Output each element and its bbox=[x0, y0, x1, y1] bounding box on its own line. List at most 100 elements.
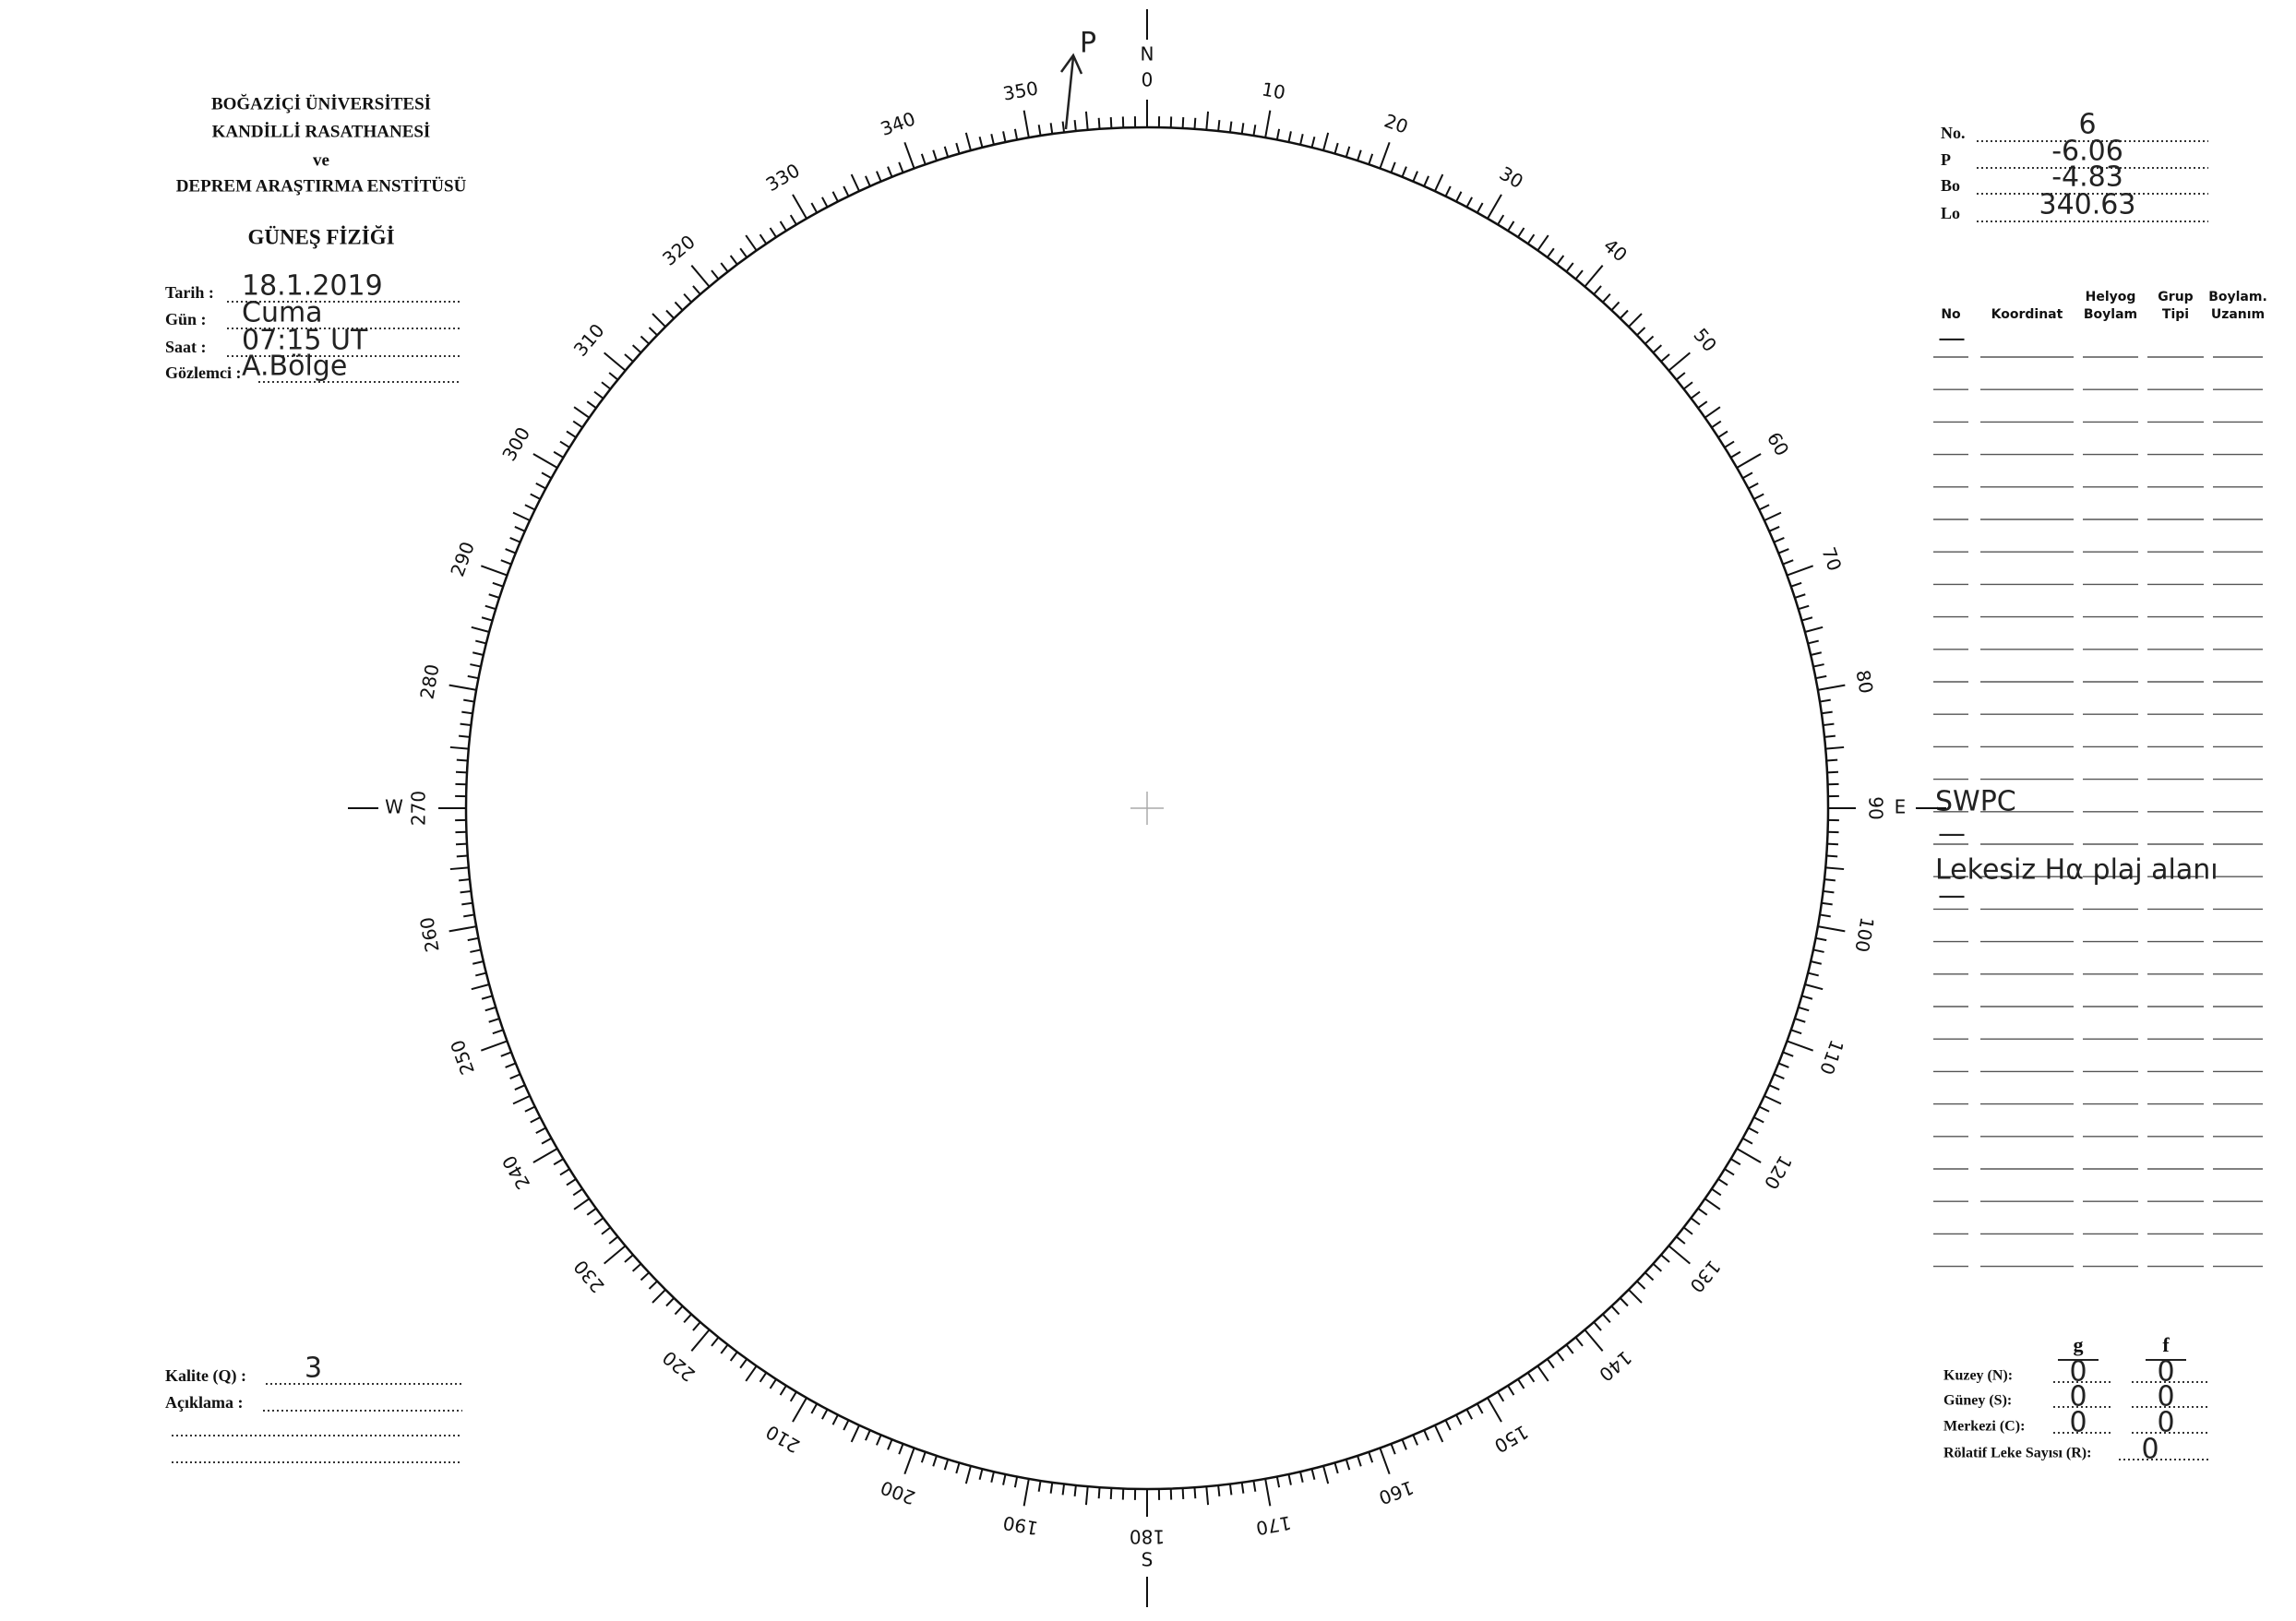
handwritten-note: — bbox=[1938, 880, 1966, 912]
degree-tick bbox=[524, 504, 536, 511]
field-value: A.Bölge bbox=[242, 351, 347, 383]
param-value: 340.63 bbox=[2039, 189, 2136, 221]
degree-tick bbox=[1628, 313, 1643, 328]
degree-tick bbox=[1181, 116, 1185, 129]
param-value: 6 bbox=[2078, 109, 2096, 141]
degree-tick bbox=[1826, 842, 1839, 846]
degree-tick bbox=[1310, 1468, 1316, 1480]
degree-tick bbox=[480, 1040, 508, 1052]
param-label: P bbox=[1941, 150, 1951, 169]
param-value: -4.83 bbox=[2051, 161, 2123, 194]
degree-tick bbox=[1826, 770, 1839, 774]
degree-tick bbox=[461, 710, 473, 715]
degree-tick bbox=[1730, 450, 1741, 459]
degree-tick bbox=[488, 593, 500, 599]
degree-tick bbox=[1379, 141, 1391, 169]
degree-tick bbox=[1401, 1438, 1407, 1450]
degree-tick bbox=[1322, 1465, 1330, 1484]
institution-line: DEPREM ARAŞTIRMA ENSTİTÜSÜ bbox=[176, 176, 467, 196]
degree-tick bbox=[566, 430, 577, 438]
degree-tick bbox=[711, 1336, 720, 1347]
quality-label: Kalite (Q) : bbox=[165, 1366, 246, 1386]
degree-tick bbox=[601, 381, 612, 390]
degree-tick bbox=[1240, 123, 1245, 135]
cardinal-label: W bbox=[385, 796, 403, 818]
degree-tick bbox=[769, 227, 777, 238]
degree-tick bbox=[1619, 309, 1629, 319]
degree-tick bbox=[1675, 372, 1686, 381]
degree-tick bbox=[1584, 1329, 1604, 1352]
degree-tick bbox=[1660, 353, 1670, 363]
degree-tick bbox=[481, 616, 493, 622]
cardinal-label: E bbox=[1895, 796, 1907, 818]
degree-label: 90 bbox=[1865, 796, 1887, 819]
degree-tick bbox=[1697, 400, 1708, 410]
degree-tick bbox=[1826, 758, 1838, 762]
param-label: Lo bbox=[1941, 204, 1960, 222]
degree-tick bbox=[1782, 559, 1794, 566]
degree-tick bbox=[535, 483, 546, 490]
field-label: Gün : bbox=[165, 310, 207, 328]
institution-line: BOĞAZİÇİ ÜNİVERSİTESİ bbox=[211, 93, 431, 113]
degree-tick bbox=[1022, 110, 1030, 138]
degree-tick bbox=[1287, 1473, 1292, 1485]
degree-tick bbox=[514, 1084, 526, 1091]
degree-tick bbox=[1455, 1414, 1463, 1425]
degree-tick bbox=[640, 1271, 650, 1281]
degree-tick bbox=[1433, 1424, 1444, 1443]
degree-tick bbox=[1819, 913, 1831, 918]
degree-tick bbox=[541, 1137, 553, 1145]
column-header: Koordinat bbox=[1991, 307, 2063, 322]
degree-tick bbox=[593, 1217, 604, 1226]
degree-tick bbox=[1593, 1321, 1602, 1331]
degree-tick bbox=[1322, 132, 1330, 151]
count-value: 0 bbox=[2157, 1381, 2174, 1413]
degree-tick bbox=[586, 1207, 597, 1216]
degree-tick bbox=[455, 842, 468, 846]
degree-tick bbox=[1073, 120, 1077, 132]
degree-tick bbox=[1476, 1402, 1484, 1414]
degree-tick bbox=[1109, 1487, 1113, 1500]
degree-tick bbox=[1228, 121, 1233, 133]
degree-tick bbox=[665, 309, 676, 319]
degree-tick bbox=[1593, 285, 1602, 295]
degree-tick bbox=[1275, 128, 1281, 140]
degree-tick bbox=[1264, 110, 1272, 138]
degree-tick bbox=[1574, 1336, 1584, 1347]
degree-tick bbox=[1824, 878, 1836, 882]
degree-tick bbox=[690, 1329, 711, 1352]
count-value: 0 bbox=[2157, 1356, 2174, 1389]
degree-tick bbox=[1717, 430, 1728, 438]
degree-tick bbox=[792, 1397, 807, 1423]
degree-tick bbox=[729, 255, 738, 266]
degree-tick bbox=[920, 153, 927, 165]
degree-tick bbox=[553, 450, 564, 459]
degree-tick bbox=[604, 1245, 627, 1265]
degree-tick bbox=[1299, 1471, 1304, 1484]
degree-tick bbox=[779, 1385, 787, 1396]
form-title: GÜNEŞ FİZİĞİ bbox=[247, 224, 394, 248]
relative-value: 0 bbox=[2141, 1434, 2158, 1466]
degree-tick bbox=[1097, 117, 1101, 129]
handwritten-note: — bbox=[1938, 818, 1966, 851]
degree-tick bbox=[1787, 1040, 1814, 1052]
degree-tick bbox=[1823, 889, 1835, 894]
field-value: Cuma bbox=[242, 297, 323, 329]
degree-tick bbox=[470, 663, 482, 668]
degree-tick bbox=[481, 995, 493, 1000]
degree-tick bbox=[530, 493, 541, 500]
degree-tick bbox=[553, 1158, 564, 1166]
field-label: Gözlemci : bbox=[165, 364, 241, 382]
degree-tick bbox=[608, 372, 619, 381]
degree-tick bbox=[720, 262, 729, 273]
degree-label: 180 bbox=[1130, 1526, 1165, 1548]
degree-tick bbox=[1252, 1480, 1257, 1492]
column-header: Boylam bbox=[2084, 307, 2137, 322]
degree-tick bbox=[1825, 745, 1845, 750]
degree-tick bbox=[1804, 626, 1824, 633]
degree-tick bbox=[572, 1187, 583, 1197]
degree-tick bbox=[674, 301, 684, 311]
column-header: Grup bbox=[2158, 290, 2193, 304]
degree-tick bbox=[898, 161, 904, 173]
